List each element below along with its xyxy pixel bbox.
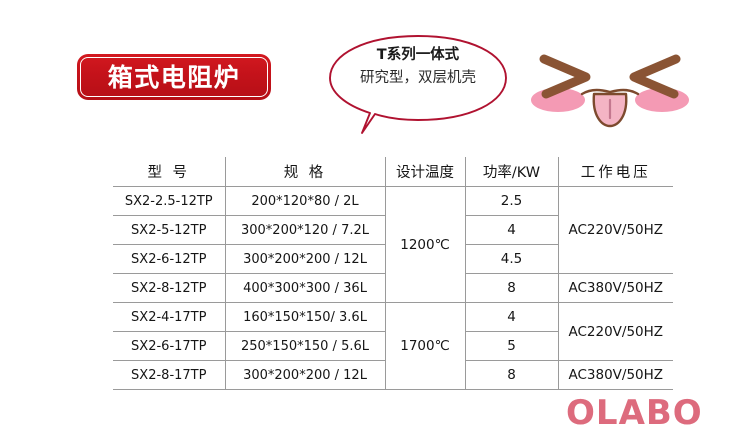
table-row: SX2-6-17TP 250*150*150 / 5.6L 5 <box>113 331 673 361</box>
cell-power: 4.5 <box>464 244 558 274</box>
table-row: SX2-4-17TP 160*150*150/ 3.6L 1700℃ 4 AC2… <box>113 302 673 390</box>
table-body: SX2-2.5-12TP 200*120*80 / 2L 1200℃ 2.5 A… <box>113 186 673 390</box>
table-row: SX2-6-12TP 300*200*200 / 12L 4.5 <box>113 244 673 274</box>
cell-power: 8 <box>464 273 559 303</box>
specification-table: 型 号 规 格 设计温度 功率/KW 工作电压 SX2-2.5-12TP 200… <box>113 157 673 390</box>
cell-power: 4 <box>464 215 558 245</box>
cell-power: 5 <box>464 331 558 361</box>
cell-model: SX2-5-12TP <box>113 215 226 245</box>
table-header: 型 号 规 格 设计温度 功率/KW 工作电压 <box>113 157 673 187</box>
column-header-temp: 设计温度 <box>384 157 465 187</box>
mouth-icon <box>580 88 640 96</box>
column-header-power: 功率/KW <box>464 157 558 187</box>
cell-model: SX2-6-17TP <box>113 331 226 361</box>
cell-voltage: AC220V/50HZ <box>557 302 673 361</box>
column-header-model: 型 号 <box>113 157 225 187</box>
table-row: SX2-8-12TP 400*300*300 / 36L 8 AC380V/50… <box>113 273 673 303</box>
cell-model: SX2-2.5-12TP <box>113 186 226 216</box>
cell-spec: 250*150*150 / 5.6L <box>224 331 386 361</box>
cell-temperature: 1700℃ <box>384 302 466 390</box>
banner-title: 箱式电阻炉 <box>107 62 241 92</box>
cell-model: SX2-4-17TP <box>113 302 226 332</box>
cell-spec: 300*200*200 / 12L <box>224 360 386 390</box>
cell-spec: 300*200*120 / 7.2L <box>224 215 386 245</box>
callout-bubble: T系列一体式 研究型，双层机壳 <box>318 30 518 140</box>
cell-spec: 300*200*200 / 12L <box>224 244 386 274</box>
table-row: SX2-2.5-12TP 200*120*80 / 2L 1200℃ 2.5 A… <box>113 186 673 303</box>
cell-power: 2.5 <box>464 186 559 216</box>
column-header-voltage: 工作电压 <box>557 157 673 187</box>
section-banner: 箱式电阻炉 <box>77 54 271 100</box>
cell-power: 8 <box>464 360 559 390</box>
angry-eye-right-icon <box>539 54 591 99</box>
cell-voltage: AC220V/50HZ <box>557 186 673 274</box>
banner-inner-border: 箱式电阻炉 <box>80 57 268 97</box>
cartoon-face <box>531 54 689 128</box>
cell-model: SX2-8-12TP <box>113 273 226 303</box>
cell-spec: 160*150*150/ 3.6L <box>224 302 386 332</box>
cell-model: SX2-8-17TP <box>113 360 226 390</box>
table-header-row: 型 号 规 格 设计温度 功率/KW 工作电压 <box>113 157 673 187</box>
cell-voltage: AC380V/50HZ <box>557 360 673 390</box>
cell-power: 4 <box>464 302 559 332</box>
table-row: SX2-5-12TP 300*200*120 / 7.2L 4 <box>113 215 673 245</box>
cell-spec: 200*120*80 / 2L <box>224 186 386 216</box>
column-header-spec: 规 格 <box>224 157 385 187</box>
cell-voltage: AC380V/50HZ <box>557 273 673 303</box>
angry-eye-left-icon <box>629 54 681 99</box>
callout-bubble-shape <box>329 35 507 134</box>
brand-logo: OLABO <box>566 393 703 433</box>
cell-temperature: 1200℃ <box>384 186 466 303</box>
table-row: SX2-8-17TP 300*200*200 / 12L 8 AC380V/50… <box>113 360 673 390</box>
cell-spec: 400*300*300 / 36L <box>224 273 386 303</box>
cell-model: SX2-6-12TP <box>113 244 226 274</box>
